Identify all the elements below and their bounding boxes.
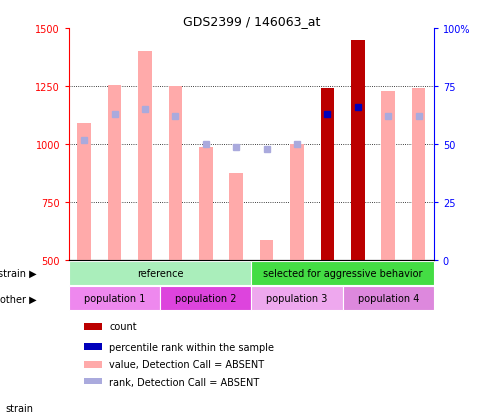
Bar <box>69 287 160 311</box>
Bar <box>169 87 182 261</box>
Bar <box>412 89 425 261</box>
Text: selected for aggressive behavior: selected for aggressive behavior <box>263 268 423 278</box>
Text: other ▶: other ▶ <box>0 294 36 304</box>
Text: population 4: population 4 <box>357 294 419 304</box>
Bar <box>77 124 91 261</box>
Bar <box>108 86 121 261</box>
Bar <box>251 287 343 311</box>
Bar <box>290 145 304 261</box>
Text: population 3: population 3 <box>266 294 328 304</box>
Bar <box>382 92 395 261</box>
Bar <box>138 52 152 261</box>
Text: population 1: population 1 <box>84 294 145 304</box>
Bar <box>199 147 212 261</box>
Bar <box>229 174 243 261</box>
Bar <box>251 261 434 285</box>
Text: strain ▶: strain ▶ <box>0 268 36 278</box>
Text: value, Detection Call = ABSENT: value, Detection Call = ABSENT <box>109 359 264 369</box>
Title: GDS2399 / 146063_at: GDS2399 / 146063_at <box>183 15 320 28</box>
Text: percentile rank within the sample: percentile rank within the sample <box>109 342 274 352</box>
Text: count: count <box>109 321 137 332</box>
Text: strain: strain <box>5 403 33 413</box>
Bar <box>160 287 251 311</box>
Text: rank, Detection Call = ABSENT: rank, Detection Call = ABSENT <box>109 377 259 387</box>
Bar <box>84 361 102 368</box>
Bar <box>84 378 102 386</box>
Text: population 2: population 2 <box>175 294 237 304</box>
Bar <box>84 323 102 330</box>
Bar <box>260 240 274 261</box>
Bar <box>69 261 251 285</box>
Bar <box>351 40 365 261</box>
Bar <box>84 343 102 351</box>
Text: reference: reference <box>137 268 183 278</box>
Bar <box>343 287 434 311</box>
Bar <box>320 89 334 261</box>
